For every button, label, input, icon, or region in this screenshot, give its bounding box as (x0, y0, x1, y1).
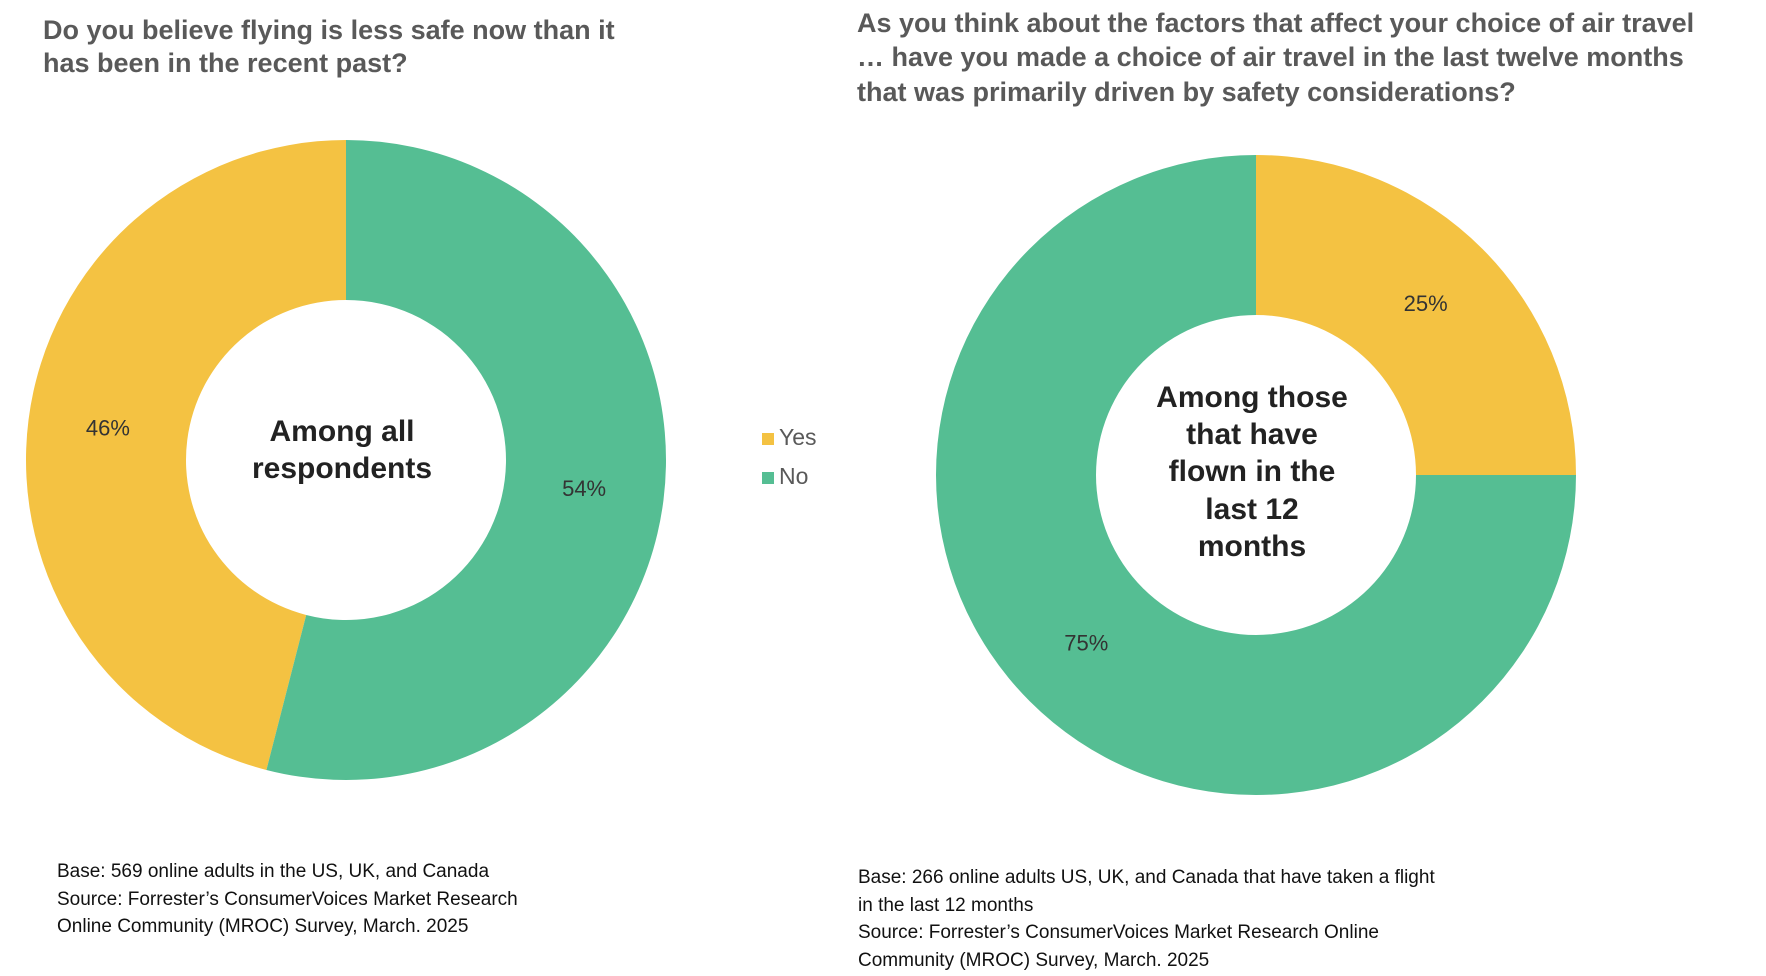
source-note: Base: 266 online adults US, UK, and Cana… (858, 867, 1435, 888)
legend-swatch (762, 472, 774, 484)
center-label: that have (1186, 418, 1318, 451)
source-note: in the last 12 months (858, 895, 1033, 916)
legend-label: No (779, 463, 808, 489)
chart-title: As you think about the factors that affe… (857, 8, 1694, 38)
chart-title: Do you believe flying is less safe now t… (43, 15, 615, 45)
center-label: respondents (252, 452, 432, 485)
source-note: Online Community (MROC) Survey, March. 2… (57, 916, 468, 937)
donut-slice (266, 140, 667, 780)
value-label: 25% (1404, 291, 1448, 316)
chart-title: has been in the recent past? (43, 48, 408, 78)
source-note: Base: 569 online adults in the US, UK, a… (57, 861, 489, 882)
chart-title: that was primarily driven by safety cons… (857, 77, 1516, 107)
legend-label: Yes (779, 424, 817, 450)
center-label: last 12 (1205, 493, 1298, 526)
legend-swatch (762, 433, 774, 445)
value-label: 75% (1064, 631, 1108, 656)
source-note: Source: Forrester’s ConsumerVoices Marke… (858, 922, 1379, 943)
value-label: 46% (86, 416, 130, 441)
center-label: Among all (269, 415, 414, 448)
donut-slice (1256, 155, 1576, 475)
center-label: months (1198, 530, 1306, 563)
center-label: flown in the (1169, 455, 1336, 488)
donut-slice (936, 155, 1576, 795)
donut-slice (26, 140, 346, 770)
source-note: Source: Forrester’s ConsumerVoices Marke… (57, 889, 518, 910)
chart-title: … have you made a choice of air travel i… (857, 42, 1684, 72)
source-note: Community (MROC) Survey, March. 2025 (858, 950, 1209, 971)
center-label: Among those (1156, 381, 1348, 414)
value-label: 54% (562, 476, 606, 501)
